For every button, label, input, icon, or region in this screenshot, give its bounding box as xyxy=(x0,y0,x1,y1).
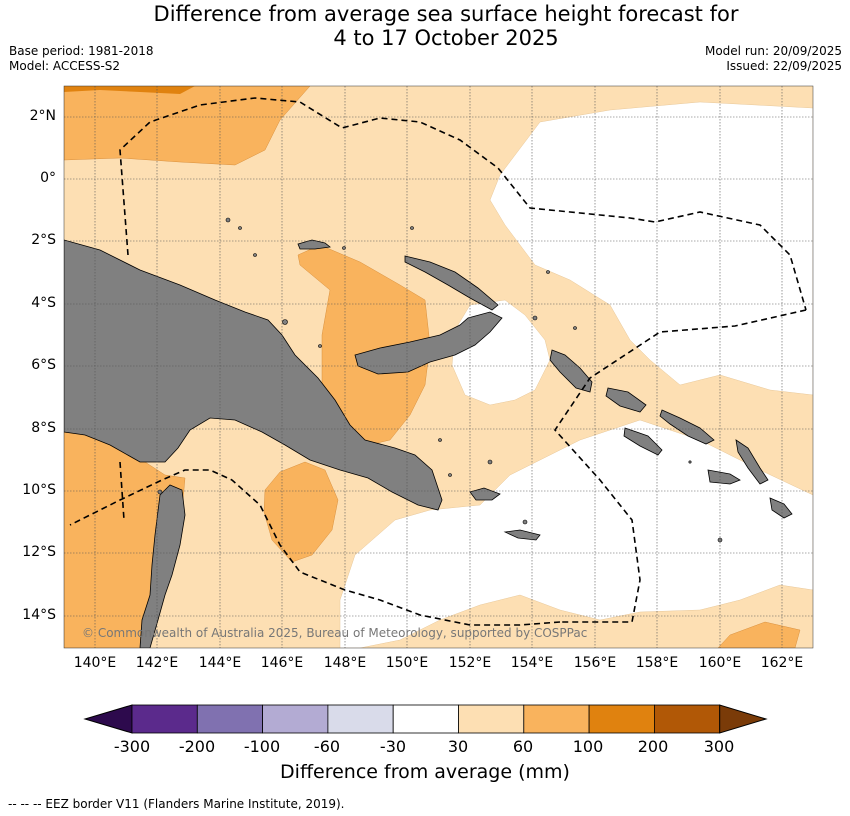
map-area: © Commonwealth of Australia 2025, Bureau… xyxy=(64,86,813,648)
solomon-island-5 xyxy=(735,439,769,485)
lon-label-158e: 158°E xyxy=(635,655,679,671)
issued-date: Issued: 22/09/2025 xyxy=(726,59,842,73)
lat-label-6s: 6°S xyxy=(31,357,56,373)
colorbar-label-minus200: -200 xyxy=(178,737,216,756)
map-frame xyxy=(63,85,814,649)
lat-label-2n: 2°N xyxy=(29,108,56,124)
new-ireland-island xyxy=(404,255,499,311)
model-name: Model: ACCESS-S2 xyxy=(9,59,121,73)
lon-label-140e: 140°E xyxy=(73,655,117,671)
lon-label-142e: 142°E xyxy=(135,655,179,671)
colorbar-label-minus60: -60 xyxy=(313,737,341,756)
colorbar-segment-9 xyxy=(654,704,721,734)
anomaly-100-200-north xyxy=(64,86,195,94)
louisiade-islands xyxy=(503,529,541,541)
copyright-text: © Commonwealth of Australia 2025, Bureau… xyxy=(82,626,587,640)
colorbar-segment-8 xyxy=(588,704,655,734)
gridlines xyxy=(64,86,813,648)
colorbar-segment-2 xyxy=(196,704,264,734)
colorbar-label-minus100: -100 xyxy=(243,737,281,756)
lat-label-0: 0° xyxy=(40,170,56,186)
colorbar-label-minus30: -30 xyxy=(379,737,407,756)
lon-label-148e: 148°E xyxy=(323,655,367,671)
lon-label-156e: 156°E xyxy=(573,655,617,671)
meta-left: Base period: 1981-2018 Model: ACCESS-S2 xyxy=(9,44,154,74)
lat-label-10s: 10°S xyxy=(22,482,56,498)
colorbar-segment-3 xyxy=(262,704,329,734)
lat-label-2s: 2°S xyxy=(31,232,56,248)
colorbar xyxy=(83,704,768,734)
cape-york-landmass xyxy=(139,484,186,648)
land-masses xyxy=(64,239,793,648)
lat-label-14s: 14°S xyxy=(22,607,56,623)
colorbar-label-200: 200 xyxy=(637,737,669,756)
anomaly-60-100-southeast xyxy=(717,621,801,648)
colorbar-segment-6 xyxy=(458,704,525,734)
colorbar-label-100: 100 xyxy=(572,737,604,756)
model-run: Model run: 20/09/2025 xyxy=(704,44,842,58)
lat-label-8s: 8°S xyxy=(31,420,56,436)
colorbar-label-minus300: -300 xyxy=(113,737,151,756)
eez-png-north xyxy=(119,97,807,311)
eez-png-australia xyxy=(69,469,561,626)
colorbar-label-60: 60 xyxy=(512,737,534,756)
colorbar-segment-5 xyxy=(392,704,459,734)
solomon-island-3 xyxy=(623,427,663,456)
solomon-island-6 xyxy=(769,497,793,519)
lon-label-144e: 144°E xyxy=(198,655,242,671)
solomon-island-4 xyxy=(707,469,741,485)
eez-borders xyxy=(69,97,807,626)
bougainville-island xyxy=(549,349,593,393)
lon-label-160e: 160°E xyxy=(698,655,742,671)
colorbar-label-300: 300 xyxy=(703,737,735,756)
colorbar-extend-low xyxy=(83,704,133,734)
chart-title: Difference from average sea surface heig… xyxy=(0,2,850,50)
title-line-2: 4 to 17 October 2025 xyxy=(333,26,559,50)
solomon-island-2 xyxy=(659,409,715,445)
small-islands xyxy=(157,217,723,543)
near-average-region-ne xyxy=(489,101,813,396)
new-britain-island xyxy=(354,311,503,375)
lat-label-4s: 4°S xyxy=(31,295,56,311)
manus-island xyxy=(297,239,331,250)
eez-png-solomons xyxy=(553,309,807,623)
lat-label-12s: 12°S xyxy=(22,544,56,560)
colorbar-title: Difference from average (mm) xyxy=(280,761,570,783)
lon-label-146e: 146°E xyxy=(260,655,304,671)
title-line-1: Difference from average sea surface heig… xyxy=(153,2,739,26)
lon-label-162e: 162°E xyxy=(760,655,804,671)
eez-legend-note: -- -- -- EEZ border V11 (Flanders Marine… xyxy=(8,797,345,811)
lon-label-150e: 150°E xyxy=(385,655,429,671)
colorbar-label-30: 30 xyxy=(447,737,469,756)
colorbar-segment-4 xyxy=(327,704,394,734)
colorbar-segment-1 xyxy=(131,704,198,734)
colorbar-extend-high xyxy=(719,704,768,734)
lon-label-152e: 152°E xyxy=(448,655,492,671)
meta-right: Model run: 20/09/2025 Issued: 22/09/2025 xyxy=(705,44,842,74)
dentrecasteaux-islands xyxy=(469,487,501,501)
colorbar-segment-7 xyxy=(523,704,590,734)
solomon-island-1 xyxy=(605,387,647,413)
anomaly-60-100-coral-sea xyxy=(263,461,339,563)
new-guinea-landmass xyxy=(64,239,443,511)
base-period: Base period: 1981-2018 xyxy=(9,44,154,58)
lon-label-154e: 154°E xyxy=(510,655,554,671)
